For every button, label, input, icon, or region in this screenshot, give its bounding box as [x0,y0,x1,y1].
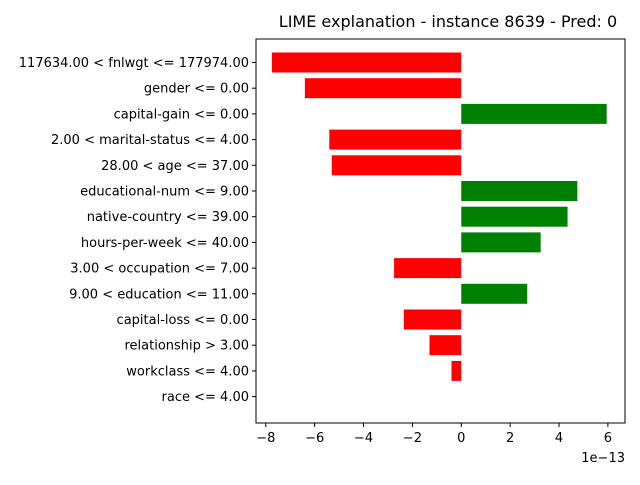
bar [329,129,462,150]
y-tick-label: 28.00 < age <= 37.00 [101,159,249,174]
x-tick-label: −2 [403,431,422,446]
x-tick-label: 4 [555,431,563,446]
bar [304,78,462,99]
y-tick-label: relationship > 3.00 [124,339,249,354]
bar [403,309,462,330]
y-tick-label: 2.00 < marital-status <= 4.00 [51,133,249,148]
bars-group [271,52,607,381]
bar [461,232,541,253]
x-tick-label: 6 [604,431,612,446]
x-tick-label: 2 [506,431,514,446]
y-tick-label: race <= 4.00 [162,390,249,405]
x-tick-label: 0 [457,431,465,446]
x-tick-label: −6 [305,431,324,446]
y-tick-label: capital-loss <= 0.00 [117,313,249,328]
bar [331,155,462,176]
chart-title: LIME explanation - instance 8639 - Pred:… [279,12,617,31]
bar [461,283,528,304]
bar [429,335,462,356]
x-axis-ticks: −8 −6 −4 −2 0 2 4 6 [256,423,612,446]
bar [394,258,462,279]
bar [461,103,607,124]
x-tick-label: −4 [354,431,373,446]
y-axis-ticks: 117634.00 < fnlwgt <= 177974.00 gender <=… [19,56,256,405]
bar [271,52,462,73]
x-axis-offset-label: 1e−13 [581,451,625,466]
y-tick-label: hours-per-week <= 40.00 [81,236,249,251]
bar [461,206,568,227]
plot-frame [255,38,626,424]
y-tick-label: gender <= 0.00 [144,82,249,97]
y-tick-label: educational-num <= 9.00 [80,185,249,200]
y-tick-label: 3.00 < occupation <= 7.00 [70,262,249,277]
y-tick-label: capital-gain <= 0.00 [114,107,249,122]
x-tick-label: −8 [256,431,275,446]
y-tick-label: workclass <= 4.00 [126,364,249,379]
y-tick-label: 117634.00 < fnlwgt <= 177974.00 [19,56,249,71]
y-tick-label: native-country <= 39.00 [87,210,249,225]
bar [461,181,578,201]
bar [451,360,462,381]
y-tick-label: 9.00 < education <= 11.00 [69,287,249,302]
